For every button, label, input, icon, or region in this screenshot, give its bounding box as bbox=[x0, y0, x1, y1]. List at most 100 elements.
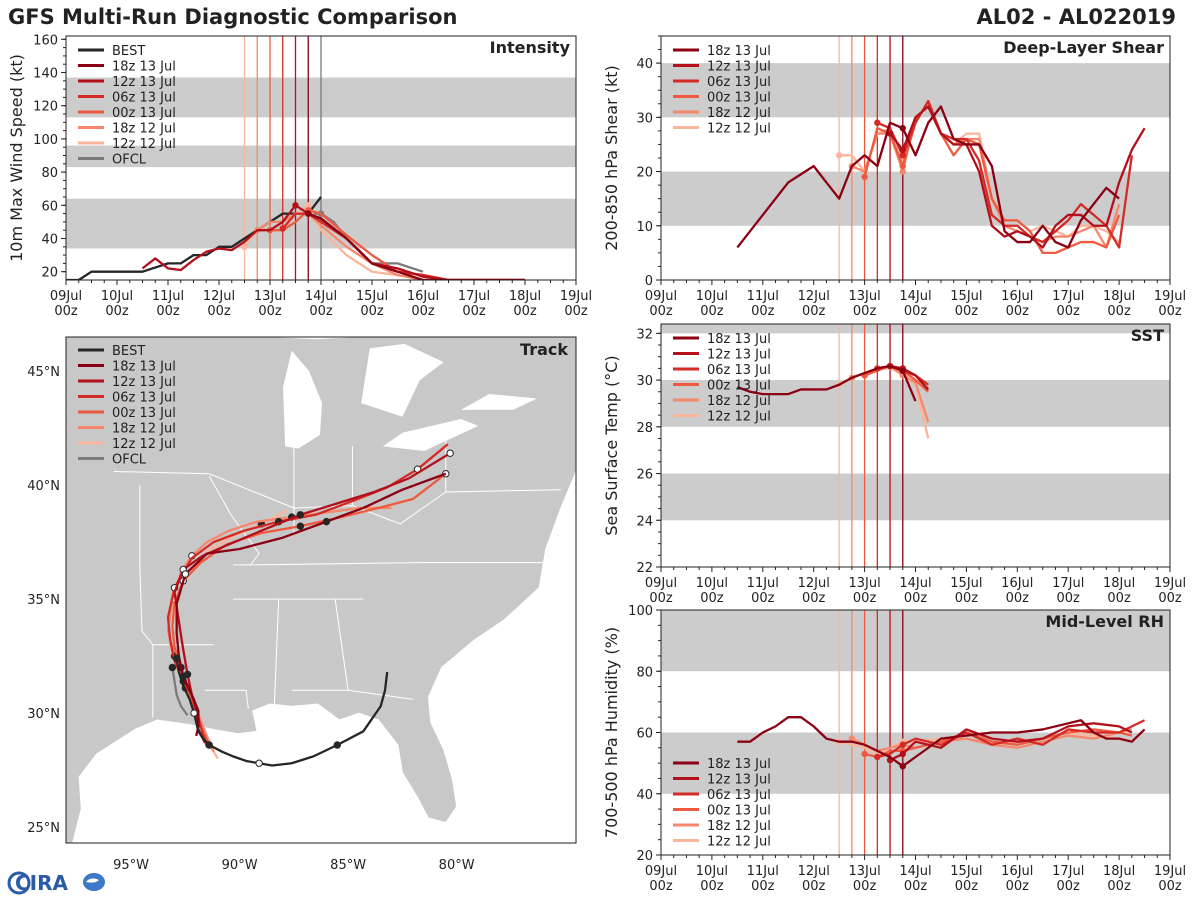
track-lake-0 bbox=[283, 350, 323, 449]
shear-xtick-day: 19Jul bbox=[1154, 289, 1186, 304]
shear-xtick-hour: 00z bbox=[1057, 304, 1081, 319]
storm-id: AL02 - AL022019 bbox=[976, 5, 1177, 29]
sst-xtick-hour: 00z bbox=[802, 591, 826, 606]
intensity-xtick-day: 09Jul bbox=[50, 289, 82, 304]
shear-xtick-day: 15Jul bbox=[950, 289, 982, 304]
sst-xtick-day: 09Jul bbox=[645, 576, 677, 591]
intensity-series-line bbox=[141, 204, 525, 280]
track-path bbox=[175, 658, 389, 767]
sst-xtick-day: 19Jul bbox=[1154, 576, 1186, 591]
shear-xtick-hour: 00z bbox=[751, 304, 775, 319]
intensity-series-line bbox=[307, 212, 525, 280]
sst-xtick-day: 11Jul bbox=[747, 576, 779, 591]
track-legend-label: BEST bbox=[112, 344, 145, 359]
sst-ytick-label: 26 bbox=[636, 468, 653, 483]
track-state-border bbox=[209, 473, 561, 525]
shear-xtick-hour: 00z bbox=[1006, 304, 1030, 319]
track-position-marker bbox=[296, 522, 305, 530]
track-position-marker bbox=[333, 741, 341, 749]
track-state-border bbox=[139, 485, 154, 718]
sst-ytick-label: 24 bbox=[636, 514, 653, 529]
shear-xtick-day: 17Jul bbox=[1052, 289, 1084, 304]
rh-legend-label: 06z 13 Jul bbox=[707, 788, 771, 803]
rh-legend-label: 12z 12 Jul bbox=[707, 835, 771, 850]
rh-legend-label: 12z 13 Jul bbox=[707, 773, 771, 788]
intensity-ytick-label: 60 bbox=[41, 199, 58, 214]
sst-xtick-day: 16Jul bbox=[1001, 576, 1033, 591]
shear-band-0 bbox=[661, 171, 1170, 226]
shear-ylabel: 200-850 hPa Shear (kt) bbox=[602, 65, 621, 251]
intensity-legend-label: 18z 12 Jul bbox=[112, 122, 176, 137]
intensity-xtick-hour: 00z bbox=[360, 304, 384, 319]
rh-ytick-label: 100 bbox=[628, 604, 653, 619]
shear-series-point bbox=[874, 119, 881, 126]
intensity-xtick-day: 16Jul bbox=[407, 289, 439, 304]
sst-xtick-hour: 00z bbox=[649, 591, 673, 606]
rh-xtick-day: 19Jul bbox=[1154, 864, 1186, 879]
sst-title: SST bbox=[1131, 326, 1164, 345]
rh-title: Mid-Level RH bbox=[1045, 612, 1164, 631]
sst-xtick-hour: 00z bbox=[853, 591, 877, 606]
shear-legend-label: 18z 13 Jul bbox=[707, 44, 771, 59]
sst-xtick-hour: 00z bbox=[1107, 591, 1131, 606]
sst-legend-label: 00z 13 Jul bbox=[707, 379, 771, 394]
sst-ytick-label: 22 bbox=[636, 561, 653, 576]
intensity-xtick-hour: 00z bbox=[513, 304, 537, 319]
track-lat-label: 35°N bbox=[27, 593, 60, 608]
track-lon-label: 85°W bbox=[330, 858, 366, 873]
intensity-xtick-hour: 00z bbox=[564, 304, 588, 319]
track-lon-label: 95°W bbox=[113, 858, 149, 873]
shear-series-line bbox=[839, 105, 1120, 243]
shear-xtick-day: 16Jul bbox=[1001, 289, 1033, 304]
intensity-xtick-day: 10Jul bbox=[101, 289, 133, 304]
sst-xtick-hour: 00z bbox=[700, 591, 724, 606]
track-lake-2 bbox=[382, 419, 479, 451]
shear-title: Deep-Layer Shear bbox=[1003, 38, 1164, 57]
sst-xtick-day: 17Jul bbox=[1052, 576, 1084, 591]
track-legend-label: 12z 12 Jul bbox=[112, 437, 176, 452]
rh-xtick-hour: 00z bbox=[1107, 879, 1131, 894]
shear-legend-label: 12z 12 Jul bbox=[707, 122, 771, 137]
track-state-border bbox=[208, 475, 260, 566]
rh-series-point bbox=[899, 762, 906, 770]
intensity-ytick-label: 20 bbox=[41, 266, 58, 281]
shear-series-point bbox=[861, 173, 868, 181]
track-path bbox=[175, 472, 447, 737]
rh-xtick-hour: 00z bbox=[1057, 879, 1081, 894]
intensity-legend-label: 00z 13 Jul bbox=[112, 106, 176, 121]
intensity-xtick-day: 13Jul bbox=[254, 289, 286, 304]
track-legend-label: 18z 12 Jul bbox=[112, 422, 176, 437]
shear-ytick-label: 0 bbox=[645, 274, 653, 289]
sst-ylabel: Sea Surface Temp (°C) bbox=[602, 355, 621, 535]
sst-band-2 bbox=[661, 324, 1170, 334]
track-lat-label: 25°N bbox=[27, 821, 60, 836]
track-position-marker bbox=[190, 709, 198, 717]
intensity-legend-label: 12z 13 Jul bbox=[112, 75, 176, 90]
intensity-xtick-day: 18Jul bbox=[509, 289, 541, 304]
logo-text: CIRA bbox=[15, 871, 69, 895]
rh-xtick-hour: 00z bbox=[853, 879, 877, 894]
rh-xtick-hour: 00z bbox=[955, 879, 979, 894]
sst-xtick-hour: 00z bbox=[904, 591, 928, 606]
rh-xtick-hour: 00z bbox=[802, 879, 826, 894]
rh-ytick-label: 20 bbox=[636, 849, 653, 864]
sst-xtick-day: 12Jul bbox=[798, 576, 830, 591]
track-lake-4 bbox=[194, 337, 359, 340]
track-lake-3 bbox=[460, 393, 537, 410]
rh-xtick-day: 16Jul bbox=[1001, 864, 1033, 879]
track-frame bbox=[65, 336, 577, 844]
track-legend-label: 06z 13 Jul bbox=[112, 391, 176, 406]
track-position-marker bbox=[172, 654, 181, 663]
rh-series-point bbox=[899, 750, 906, 758]
rh-series-point bbox=[848, 735, 856, 742]
intensity-series-point bbox=[279, 225, 286, 232]
shear-series-point bbox=[899, 146, 906, 154]
rh-xtick-day: 17Jul bbox=[1052, 864, 1084, 879]
rh-series-point bbox=[861, 750, 868, 758]
sst-legend-label: 12z 12 Jul bbox=[707, 410, 771, 425]
track-path bbox=[171, 667, 189, 717]
intensity-series-point bbox=[305, 210, 312, 217]
shear-xtick-day: 18Jul bbox=[1103, 289, 1135, 304]
sst-legend-label: 12z 13 Jul bbox=[707, 348, 771, 363]
